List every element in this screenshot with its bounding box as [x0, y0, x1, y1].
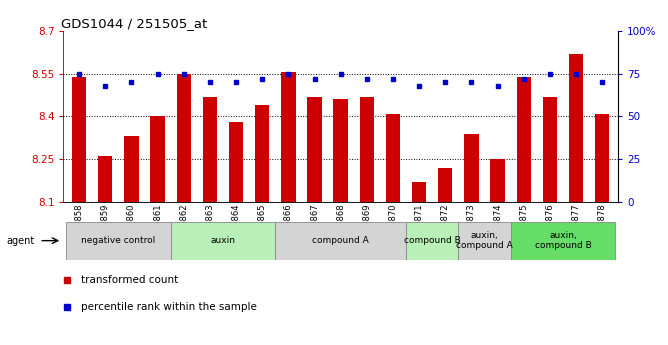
Bar [275, 221, 406, 260]
Bar [72, 77, 86, 202]
Text: percentile rank within the sample: percentile rank within the sample [81, 303, 257, 312]
Bar [98, 156, 112, 202]
Text: auxin: auxin [210, 236, 236, 245]
Bar [281, 72, 295, 202]
Text: GDS1044 / 251505_at: GDS1044 / 251505_at [61, 17, 207, 30]
Bar [510, 221, 615, 260]
Bar [406, 221, 458, 260]
Bar [458, 221, 510, 260]
Text: compound B: compound B [404, 236, 461, 245]
Bar [464, 134, 479, 202]
Bar [124, 136, 139, 202]
Bar [412, 182, 426, 202]
Bar [229, 122, 243, 202]
Text: compound A: compound A [313, 236, 369, 245]
Bar [490, 159, 505, 202]
Text: agent: agent [7, 236, 35, 246]
Text: auxin,
compound B: auxin, compound B [534, 231, 591, 250]
Bar [438, 168, 452, 202]
Bar [569, 54, 583, 202]
Bar [307, 97, 322, 202]
Bar [171, 221, 275, 260]
Bar [255, 105, 269, 202]
Bar [202, 97, 217, 202]
Bar [333, 99, 348, 202]
Text: negative control: negative control [81, 236, 156, 245]
Bar [516, 77, 531, 202]
Bar [150, 116, 165, 202]
Bar [359, 97, 374, 202]
Bar [595, 114, 609, 202]
Text: auxin,
compound A: auxin, compound A [456, 231, 513, 250]
Text: transformed count: transformed count [81, 276, 178, 285]
Bar [542, 97, 557, 202]
Bar [176, 74, 191, 202]
Bar [386, 114, 400, 202]
Bar [66, 221, 171, 260]
